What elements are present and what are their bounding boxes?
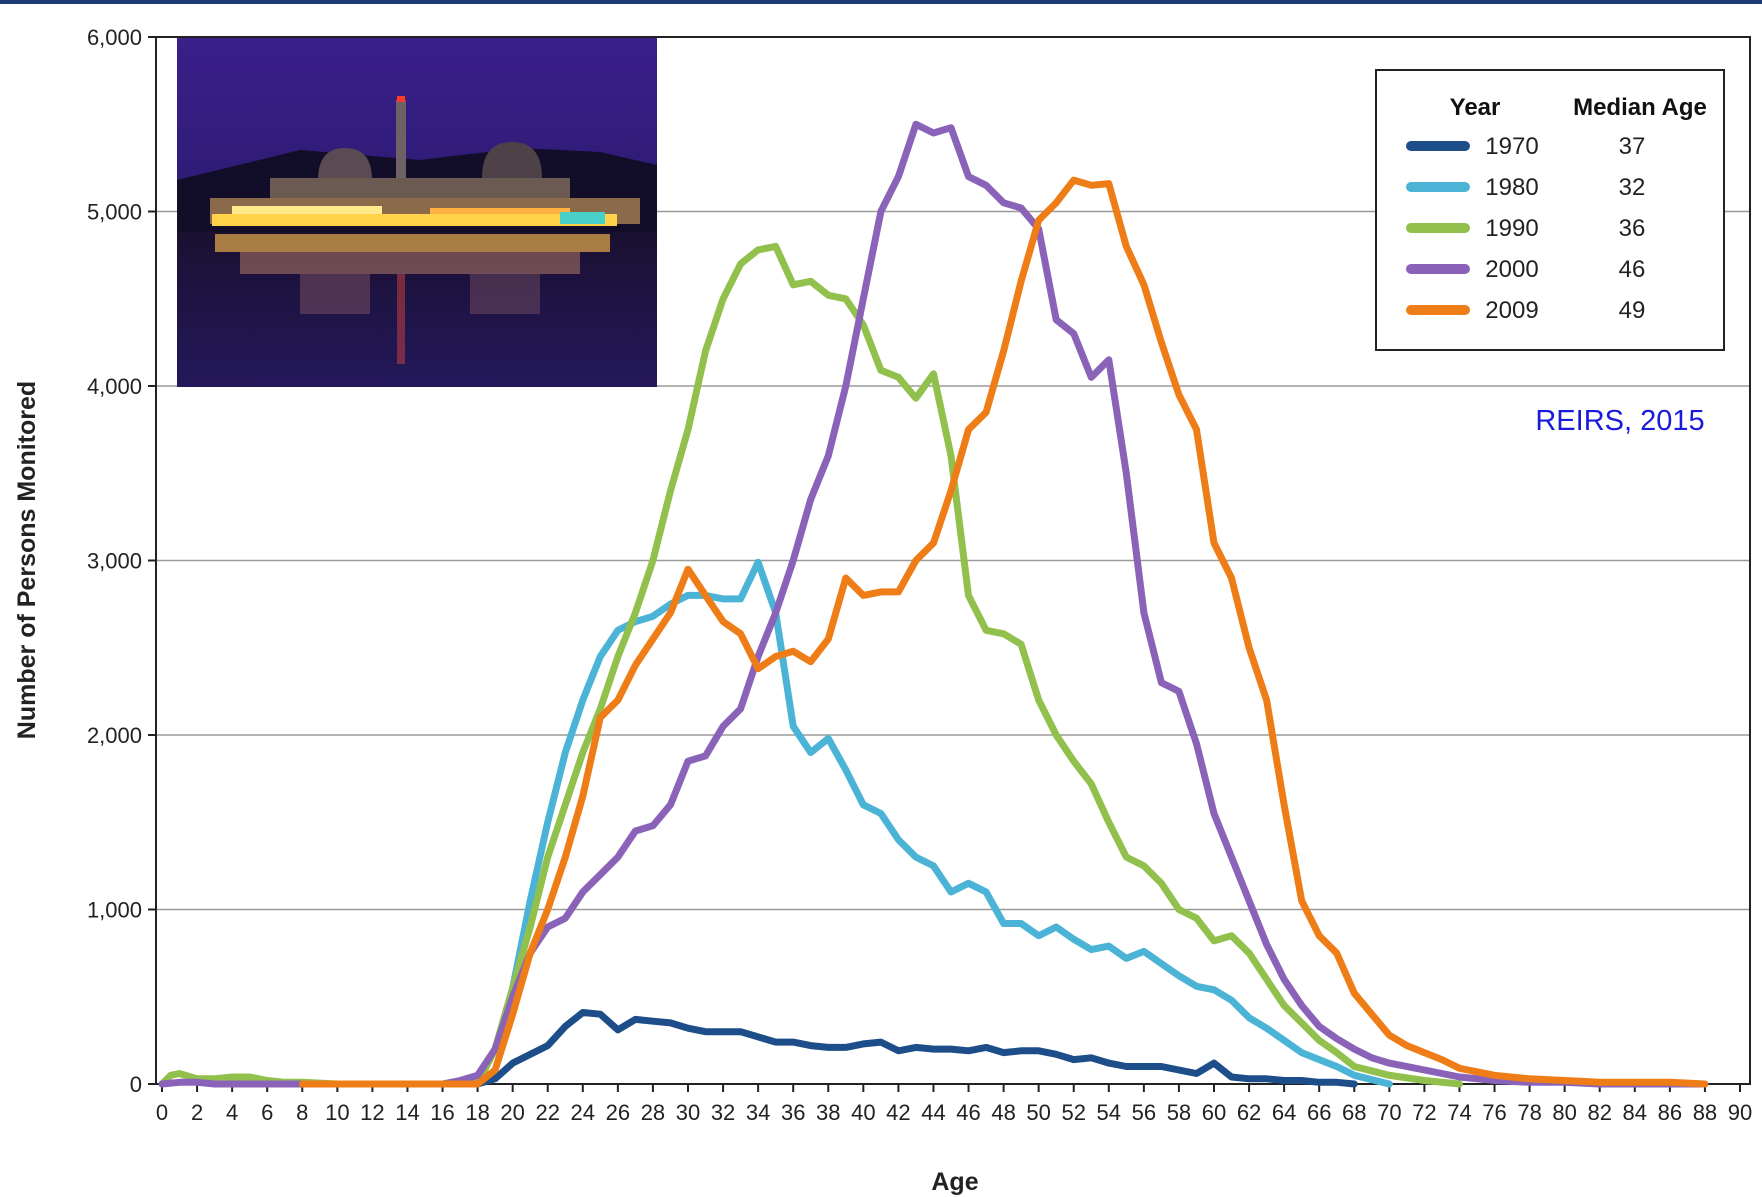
series-lines (158, 120, 1709, 1088)
series-line-1980 (404, 558, 1393, 1088)
x-tick-label-40: 80 (1552, 1100, 1576, 1125)
legend-year-1980: 1980 (1485, 174, 1538, 201)
x-tick-label-43: 86 (1658, 1100, 1682, 1125)
x-tick-label-16: 32 (711, 1100, 735, 1125)
x-tick-label-37: 74 (1447, 1100, 1471, 1125)
x-axis-ticks: 0 2 4 6 8 10 12 14 16 18 20 22 24 26 28 30 32 34 36 38 40 42 4… (156, 1084, 1752, 1125)
plot-area-border (155, 36, 1751, 1085)
x-tick-label-17: 34 (746, 1100, 770, 1125)
y-tick-label-6: 6,000 (87, 25, 142, 50)
x-tick-label-42: 84 (1623, 1100, 1647, 1125)
legend-median-1990: 36 (1619, 215, 1646, 242)
source-note: REIRS, 2015 (1535, 405, 1704, 437)
series-line-2000 (158, 120, 1709, 1088)
x-tick-label-39: 78 (1517, 1100, 1541, 1125)
x-tick-label-4: 8 (296, 1100, 308, 1125)
y-tick-label-0: 0 (130, 1072, 142, 1097)
legend-median-2000: 46 (1619, 256, 1646, 283)
x-tick-label-14: 28 (641, 1100, 665, 1125)
x-tick-label-34: 68 (1342, 1100, 1366, 1125)
x-tick-label-19: 38 (816, 1100, 840, 1125)
x-tick-label-33: 66 (1307, 1100, 1331, 1125)
legend-median-1980: 32 (1619, 174, 1646, 201)
x-tick-label-25: 50 (1026, 1100, 1050, 1125)
x-tick-label-7: 14 (395, 1100, 419, 1125)
x-tick-label-12: 24 (571, 1100, 595, 1125)
legend-median-1970: 37 (1619, 133, 1646, 160)
y-tick-label-1: 1,000 (87, 898, 142, 923)
x-axis-title: Age (931, 1168, 978, 1196)
x-tick-label-10: 20 (500, 1100, 524, 1125)
x-tick-label-13: 26 (606, 1100, 630, 1125)
x-tick-label-44: 88 (1693, 1100, 1717, 1125)
x-tick-label-18: 36 (781, 1100, 805, 1125)
legend: Year Median Age 1970 37 1980 32 1990 36 2000 46… (1375, 69, 1725, 351)
nuclear-power-plant-night-photo (177, 37, 657, 387)
x-tick-label-26: 52 (1061, 1100, 1085, 1125)
x-tick-label-24: 48 (991, 1100, 1015, 1125)
y-tick-label-5: 5,000 (87, 200, 142, 225)
legend-year-header: Year (1450, 94, 1501, 121)
x-tick-label-8: 16 (430, 1100, 454, 1125)
y-axis-ticks: 0 1,000 2,000 3,000 4,000 5,000 6,000 (87, 25, 156, 1097)
x-tick-label-28: 56 (1132, 1100, 1156, 1125)
x-tick-label-41: 82 (1587, 1100, 1611, 1125)
legend-year-2009: 2009 (1485, 297, 1538, 324)
x-tick-label-0: 0 (156, 1100, 168, 1125)
x-tick-label-22: 44 (921, 1100, 945, 1125)
legend-median-age-header: Median Age (1573, 94, 1707, 121)
y-tick-label-2: 2,000 (87, 723, 142, 748)
x-tick-label-31: 62 (1237, 1100, 1261, 1125)
y-axis-title: Number of Persons Monitored (13, 381, 41, 739)
x-tick-label-45: 90 (1728, 1100, 1752, 1125)
x-tick-label-27: 54 (1097, 1100, 1121, 1125)
x-tick-label-20: 40 (851, 1100, 875, 1125)
x-tick-label-35: 70 (1377, 1100, 1401, 1125)
x-tick-label-3: 6 (261, 1100, 273, 1125)
top-rule (0, 0, 1762, 4)
legend-entries: 1970 37 1980 32 1990 36 2000 46 2009 49 (1406, 133, 1646, 324)
x-tick-label-6: 12 (360, 1100, 384, 1125)
x-tick-label-2: 4 (226, 1100, 238, 1125)
x-tick-label-23: 46 (956, 1100, 980, 1125)
y-tick-label-3: 3,000 (87, 549, 142, 574)
x-tick-label-30: 60 (1202, 1100, 1226, 1125)
legend-year-1970: 1970 (1485, 133, 1538, 160)
y-tick-label-4: 4,000 (87, 374, 142, 399)
x-tick-label-38: 76 (1482, 1100, 1506, 1125)
x-tick-label-36: 72 (1412, 1100, 1436, 1125)
legend-year-1990: 1990 (1485, 215, 1538, 242)
x-tick-label-29: 58 (1167, 1100, 1191, 1125)
legend-box (1375, 69, 1725, 351)
legend-year-2000: 2000 (1485, 256, 1538, 283)
legend-median-2009: 49 (1619, 297, 1646, 324)
x-tick-label-9: 18 (465, 1100, 489, 1125)
x-tick-label-15: 30 (676, 1100, 700, 1125)
x-tick-label-11: 22 (535, 1100, 559, 1125)
x-tick-label-5: 10 (325, 1100, 349, 1125)
x-tick-label-1: 2 (191, 1100, 203, 1125)
x-tick-label-32: 64 (1272, 1100, 1296, 1125)
series-line-2009 (298, 176, 1709, 1088)
x-tick-label-21: 42 (886, 1100, 910, 1125)
series-line-1970 (474, 1009, 1358, 1088)
